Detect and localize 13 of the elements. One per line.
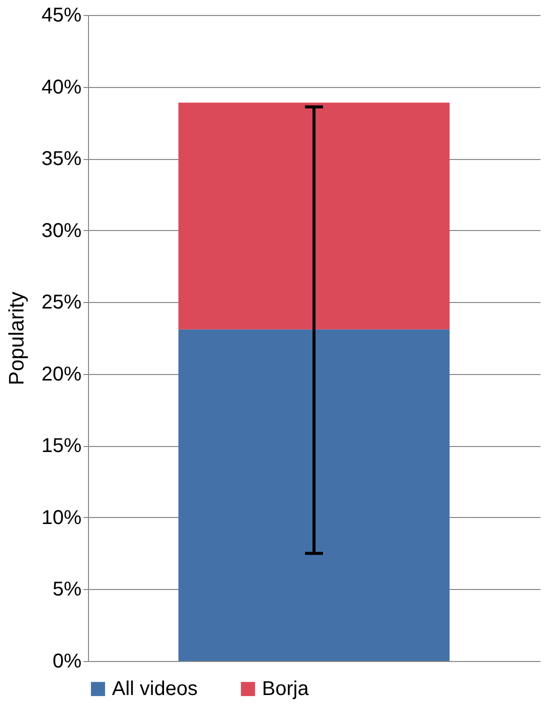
y-tick-label: 35% [41, 148, 82, 170]
y-tick-label: 45% [41, 4, 82, 26]
y-tick-label: 15% [41, 435, 82, 458]
legend-label: Borja [262, 678, 310, 700]
y-tick-label: 40% [41, 76, 82, 98]
legend-label: All videos [112, 678, 198, 700]
y-tick-label: 0% [52, 650, 82, 672]
y-tick-label: 20% [41, 363, 82, 386]
y-tick-label: 25% [41, 292, 82, 314]
y-tick-label: 5% [52, 578, 82, 601]
y-axis-title: Popularity [5, 291, 28, 386]
y-tick-label: 10% [41, 506, 82, 529]
y-tick-label: 30% [41, 220, 82, 242]
